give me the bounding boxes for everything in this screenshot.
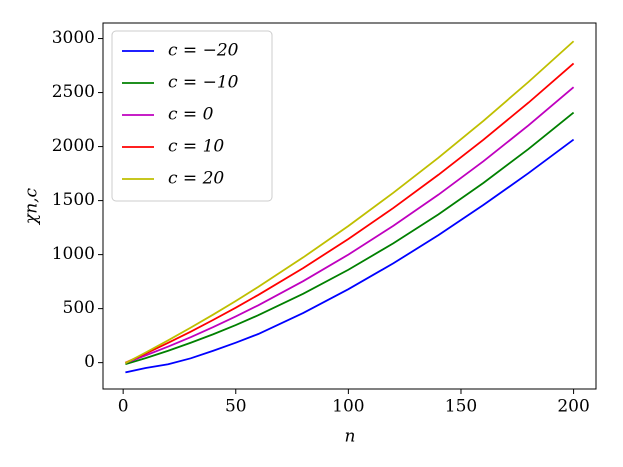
line-series xyxy=(124,40,575,364)
line-series xyxy=(125,86,575,364)
y-tick-label: 1500 xyxy=(52,190,95,210)
x-tick-label: 0 xyxy=(118,397,129,417)
legend-label: c = −20 xyxy=(168,41,239,61)
x-tick-label: 50 xyxy=(225,397,247,417)
y-tick-label: 3000 xyxy=(52,28,95,48)
y-tick-label: 2000 xyxy=(52,136,95,156)
line-series xyxy=(125,111,575,366)
x-axis-label: n xyxy=(345,427,356,447)
x-tick-label: 150 xyxy=(445,397,477,417)
legend-label: c = −10 xyxy=(168,73,239,93)
x-tick-label: 200 xyxy=(557,397,589,417)
plot-frame xyxy=(102,22,597,390)
legend-label: c = 0 xyxy=(168,105,214,125)
legend-label: c = 20 xyxy=(168,169,224,189)
line-series xyxy=(125,138,575,374)
legend-label: c = 10 xyxy=(168,137,224,157)
legend-box xyxy=(111,30,273,202)
y-tick-label: 500 xyxy=(63,298,95,318)
y-tick-label: 0 xyxy=(84,352,95,372)
y-axis-label: χn,c xyxy=(22,187,42,225)
y-tick-label: 1000 xyxy=(52,244,95,264)
y-tick-label: 2500 xyxy=(52,82,95,102)
x-tick-label: 100 xyxy=(332,397,364,417)
line-series xyxy=(125,62,575,364)
